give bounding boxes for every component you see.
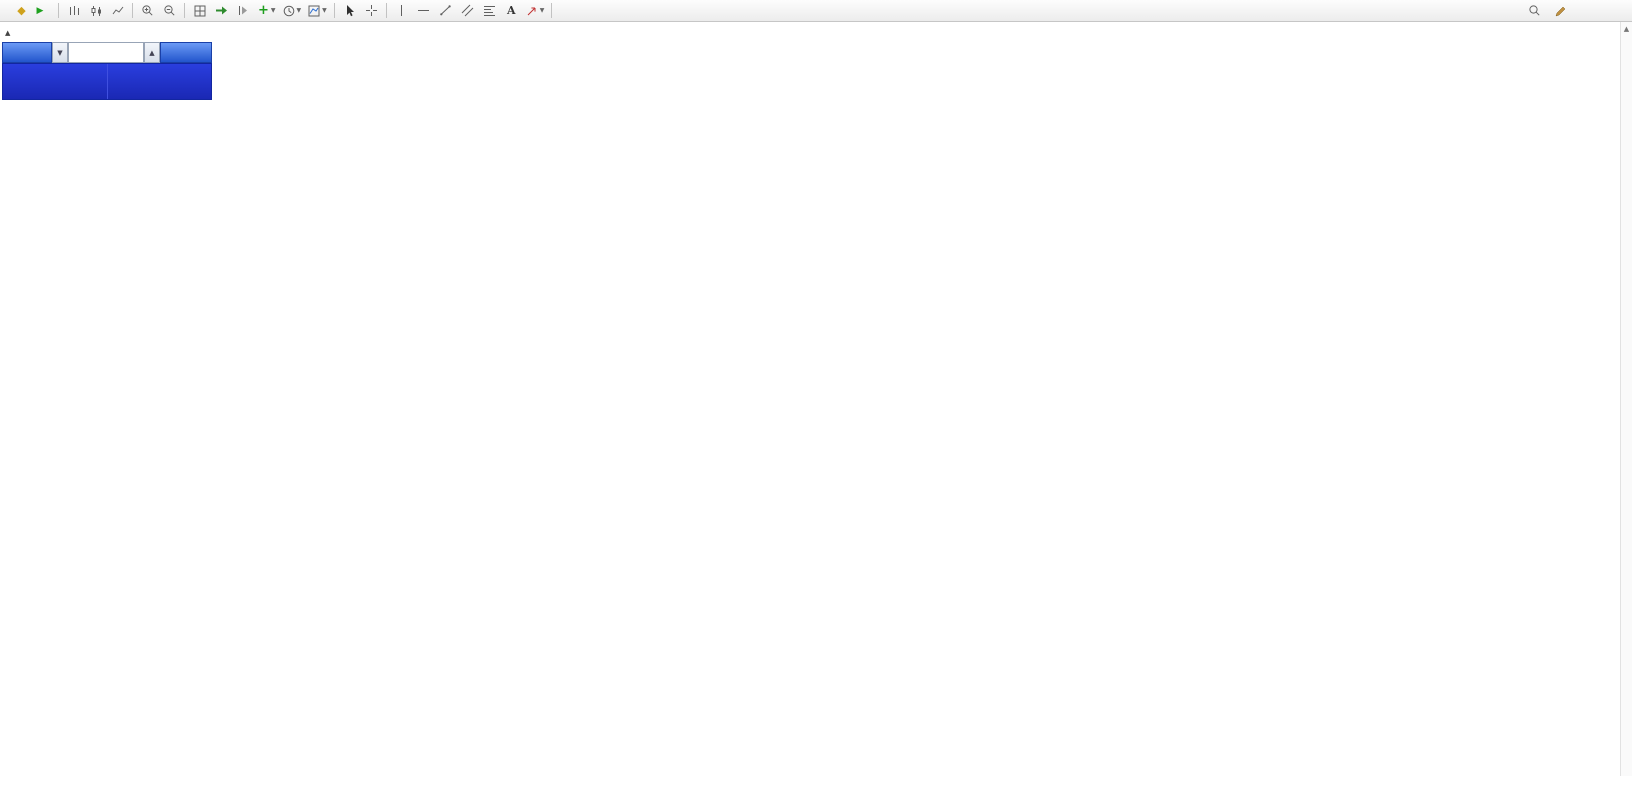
volume-decrease-button[interactable]: ▼ [52,42,68,63]
timeframe-w1[interactable] [731,1,756,20]
arrows-button[interactable]: ▼ [523,1,548,20]
text-button[interactable]: A [501,1,522,20]
zoom-out-button[interactable] [159,1,180,20]
horizontal-line-button[interactable] [413,1,434,20]
template-icon [308,5,320,16]
edit-button[interactable] [1549,1,1570,20]
timeframe-d1[interactable] [706,1,731,20]
cursor-icon [346,5,354,17]
bar-chart-icon [69,5,79,15]
toolbar-separator [58,3,59,18]
buy-price[interactable] [106,64,212,99]
macd-label [6,477,14,488]
trendline-button[interactable] [435,1,456,20]
cursor-button[interactable] [339,1,360,20]
new-order-icon: ◆ [17,4,26,17]
top-toolbar: ◆ ▶ + ▼ ▼ ▼ A ▼ [0,0,1632,22]
caret-down-icon: ▼ [539,7,545,14]
zoom-out-icon [164,5,175,16]
buy-button[interactable] [160,42,212,63]
search-icon [1529,5,1540,16]
indicators-icon: + [258,2,269,18]
line-chart-icon [112,6,123,14]
one-click-trading-panel: ▼ ▲ [2,42,212,100]
volume-input[interactable] [68,42,144,63]
templates-button[interactable]: ▼ [305,1,330,20]
caret-down-icon: ▼ [296,7,302,14]
timeframe-mn[interactable] [756,1,781,20]
periods-button[interactable]: ▼ [280,1,305,20]
toolbar-separator [385,3,387,18]
toolbar-separator [184,3,185,18]
tile-windows-icon [194,5,205,16]
rsi-label [6,630,10,641]
crosshair-icon [365,5,377,16]
zoom-in-icon [142,5,153,16]
timeframe-m1[interactable] [556,1,581,20]
toolbar-separator [132,3,133,18]
search-button[interactable] [1524,1,1545,20]
timeframe-h4[interactable] [681,1,706,20]
sell-button[interactable] [2,42,52,63]
one-click-collapse-arrow[interactable]: ▲ [5,29,11,37]
volume-increase-button[interactable]: ▲ [144,42,160,63]
auto-trading-button[interactable]: ▶ [33,1,54,20]
timeframe-m30[interactable] [631,1,656,20]
horizontal-line-icon [417,10,429,11]
timeframe-h1[interactable] [656,1,681,20]
play-icon: ▶ [36,5,44,16]
vertical-line-icon [400,5,402,16]
chart-vscrollbar[interactable]: ▲ [1620,22,1632,776]
pencil-icon [1555,6,1565,16]
chart-shift-icon [239,6,247,15]
channel-button[interactable] [457,1,478,20]
one-click-price-row [2,63,212,100]
candlestick-chart-icon [91,5,101,16]
line-chart-button[interactable] [107,1,128,20]
caret-down-icon: ▼ [270,7,276,14]
candle-chart-button[interactable] [85,1,106,20]
timeframe-m5[interactable] [581,1,606,20]
caret-down-icon: ▼ [322,7,327,14]
crosshair-button[interactable] [361,1,382,20]
trendline-icon [439,5,451,16]
timeframe-group [556,1,781,20]
bar-chart-button[interactable] [63,1,84,20]
toolbar-separator [333,3,335,18]
auto-scroll-button[interactable] [211,1,232,20]
chart-shift-button[interactable] [233,1,254,20]
zoom-in-button[interactable] [137,1,158,20]
tile-windows-button[interactable] [189,1,210,20]
scroll-up-icon[interactable]: ▲ [1623,25,1630,33]
fibonacci-icon [483,5,495,16]
timeframe-m15[interactable] [606,1,631,20]
one-click-top-row: ▼ ▲ [2,42,212,63]
arrow-object-icon [527,7,536,15]
fibonacci-button[interactable] [479,1,500,20]
vertical-line-button[interactable] [391,1,412,20]
clock-icon [283,5,294,16]
toolbar-right-group [1524,1,1570,20]
symbol-info: ▲ [5,27,13,38]
channel-icon [461,4,474,17]
new-order-button[interactable]: ◆ [11,1,32,20]
auto-scroll-icon [216,6,227,15]
text-icon: A [507,4,516,17]
toolbar-separator [551,3,553,18]
sell-price[interactable] [3,64,107,99]
indicators-button[interactable]: + ▼ [255,1,279,20]
